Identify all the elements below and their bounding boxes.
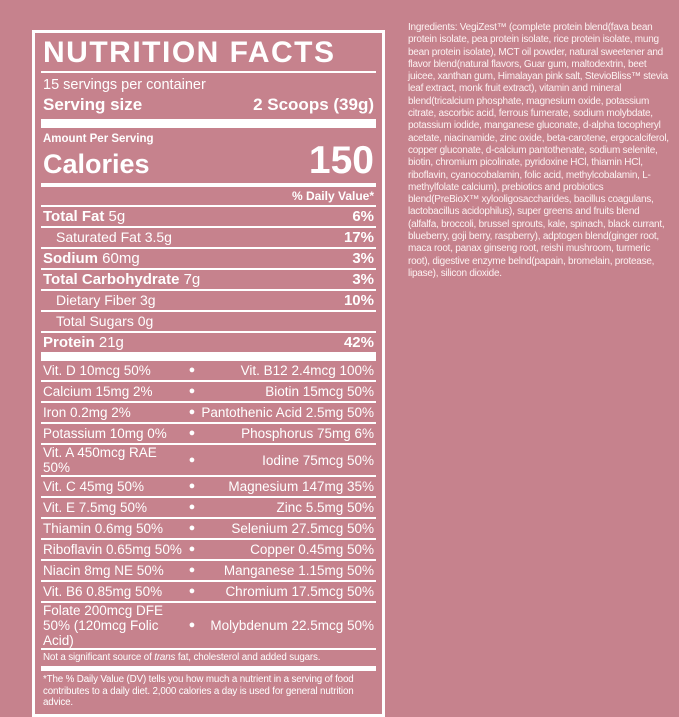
micronutrient-row: Vit. A 450mcg RAE 50% ● Iodine 75mcg 50% <box>41 443 376 475</box>
micronutrient-right: Biotin 15mcg 50% <box>265 384 374 399</box>
divider-medium <box>41 183 376 187</box>
nutrient-label: Sodium 60mg <box>43 250 140 267</box>
micronutrient-left: Potassium 10mg 0% <box>43 426 167 441</box>
nutrient-row: Protein 21g 42% <box>41 331 376 352</box>
nutrient-daily-value: 17% <box>343 229 374 246</box>
nutrient-table: Total Fat 5g 6% Saturated Fat 3.5g 17% Sodiu… <box>41 205 376 352</box>
nutrient-daily-value: 3% <box>352 271 374 288</box>
micronutrient-row: Vit. B6 0.85mg 50% ● Chromium 17.5mcg 50% <box>41 580 376 601</box>
nutrient-row: Dietary Fiber 3g 10% <box>41 289 376 310</box>
nutrient-row: Total Fat 5g 6% <box>41 205 376 226</box>
daily-value-footnote: *The % Daily Value (DV) tells you how mu… <box>43 674 354 708</box>
calories-value: 150 <box>308 139 374 182</box>
micronutrient-left: Vit. D 10mcg 50% <box>43 363 151 378</box>
micronutrient-row: Calcium 15mg 2% ● Biotin 15mcg 50% <box>41 380 376 401</box>
nutrient-label: Total Carbohydrate 7g <box>43 271 201 288</box>
bullet-icon: ● <box>188 480 196 492</box>
micronutrient-right: Pantothenic Acid 2.5mg 50% <box>201 405 374 420</box>
nutrient-row: Total Carbohydrate 7g 3% <box>41 268 376 289</box>
divider-thick <box>41 352 376 361</box>
nutrient-daily-value: 42% <box>343 334 374 351</box>
nutrient-label: Total Sugars 0g <box>56 313 154 329</box>
note-prefix: Not a significant source of <box>43 652 155 663</box>
micronutrient-right: Zinc 5.5mg 50% <box>276 500 374 515</box>
micronutrient-right: Copper 0.45mg 50% <box>250 542 374 557</box>
micronutrient-left: Vit. A 450mcg RAE 50% <box>43 445 157 475</box>
micronutrient-row: Thiamin 0.6mg 50% ● Selenium 27.5mcg 50% <box>41 517 376 538</box>
micronutrient-row: Vit. D 10mcg 50% ● Vit. B12 2.4mcg 100% <box>41 361 376 380</box>
micronutrient-left: Thiamin 0.6mg 50% <box>43 521 164 536</box>
micronutrient-left: Iron 0.2mg 2% <box>43 405 131 420</box>
bullet-icon: ● <box>188 427 196 439</box>
micronutrient-row: Iron 0.2mg 2% ● Pantothenic Acid 2.5mg 50% <box>41 401 376 422</box>
micronutrient-row: Vit. E 7.5mg 50% ● Zinc 5.5mg 50% <box>41 496 376 517</box>
micronutrient-right: Manganese 1.15mg 50% <box>223 563 374 578</box>
daily-value-header: % Daily Value* <box>291 189 374 203</box>
micronutrient-row: Folate 200mcg DFE 50% (120mcg Folic Acid… <box>41 601 376 648</box>
not-significant-note: Not a significant source of trans fat, c… <box>41 648 376 666</box>
nutrient-daily-value: 6% <box>352 208 374 225</box>
divider-small <box>41 666 376 671</box>
micronutrient-left: Niacin 8mg NE 50% <box>43 563 164 578</box>
micronutrient-right: Magnesium 147mg 35% <box>228 479 374 494</box>
micronutrient-table: Vit. D 10mcg 50% ● Vit. B12 2.4mcg 100% Cal… <box>41 361 376 648</box>
micronutrient-row: Potassium 10mg 0% ● Phosphorus 75mg 6% <box>41 422 376 443</box>
calories-label: Calories <box>43 149 150 179</box>
bullet-icon: ● <box>188 522 196 534</box>
bullet-icon: ● <box>188 364 196 376</box>
nutrient-label: Protein 21g <box>43 334 124 351</box>
ingredients-text: Ingredients: VegiZest™ (complete protein… <box>408 22 669 279</box>
micronutrient-row: Vit. C 45mg 50% ● Magnesium 147mg 35% <box>41 475 376 496</box>
nutrition-facts-panel: NUTRITION FACTS 15 servings per containe… <box>32 30 385 717</box>
amount-per-serving-label: Amount Per Serving <box>43 133 154 145</box>
bullet-icon: ● <box>188 564 196 576</box>
micronutrient-left: Riboflavin 0.65mg 50% <box>43 542 182 557</box>
divider-thick <box>41 119 376 128</box>
micronutrient-right: Phosphorus 75mg 6% <box>241 426 374 441</box>
bullet-icon: ● <box>188 543 196 555</box>
bullet-icon: ● <box>188 453 196 466</box>
nutrient-daily-value: 10% <box>343 292 374 309</box>
note-suffix: fat, cholesterol and added sugars. <box>175 652 321 663</box>
note-italic-trans: trans <box>154 652 176 663</box>
nutrient-label: Total Fat 5g <box>43 208 126 225</box>
micronutrient-right: Selenium 27.5mcg 50% <box>231 521 374 536</box>
bullet-icon: ● <box>188 385 196 397</box>
micronutrient-right: Iodine 75mcg 50% <box>262 452 374 468</box>
micronutrient-right: Molybdenum 22.5mcg 50% <box>210 618 374 633</box>
micronutrient-row: Niacin 8mg NE 50% ● Manganese 1.15mg 50% <box>41 559 376 580</box>
micronutrient-left: Calcium 15mg 2% <box>43 384 153 399</box>
bullet-icon: ● <box>188 585 196 597</box>
serving-size-label: Serving size <box>43 95 143 114</box>
nutrient-label: Saturated Fat 3.5g <box>56 229 172 245</box>
micronutrient-left: Folate 200mcg DFE 50% (120mcg Folic Acid… <box>43 603 164 648</box>
calories-row: Calories 150 <box>41 139 376 183</box>
micronutrient-right: Vit. B12 2.4mcg 100% <box>240 363 374 378</box>
nutrition-facts-title: NUTRITION FACTS <box>43 36 336 69</box>
micronutrient-left: Vit. E 7.5mg 50% <box>43 500 148 515</box>
micronutrient-right: Chromium 17.5mcg 50% <box>225 584 374 599</box>
nutrient-label: Dietary Fiber 3g <box>56 292 156 308</box>
serving-size-row: Serving size 2 Scoops (39g) <box>41 94 376 119</box>
divider <box>41 71 376 73</box>
nutrient-daily-value: 3% <box>352 250 374 267</box>
nutrient-row: Total Sugars 0g <box>41 310 376 331</box>
micronutrient-left: Vit. C 45mg 50% <box>43 479 145 494</box>
micronutrient-row: Riboflavin 0.65mg 50% ● Copper 0.45mg 50% <box>41 538 376 559</box>
micronutrient-left: Vit. B6 0.85mg 50% <box>43 584 163 599</box>
bullet-icon: ● <box>188 406 196 418</box>
nutrient-row: Sodium 60mg 3% <box>41 247 376 268</box>
bullet-icon: ● <box>188 501 196 513</box>
serving-size-value: 2 Scoops (39g) <box>253 95 374 114</box>
bullet-icon: ● <box>188 619 196 631</box>
servings-per-container: 15 servings per container <box>43 77 206 93</box>
nutrient-row: Saturated Fat 3.5g 17% <box>41 226 376 247</box>
